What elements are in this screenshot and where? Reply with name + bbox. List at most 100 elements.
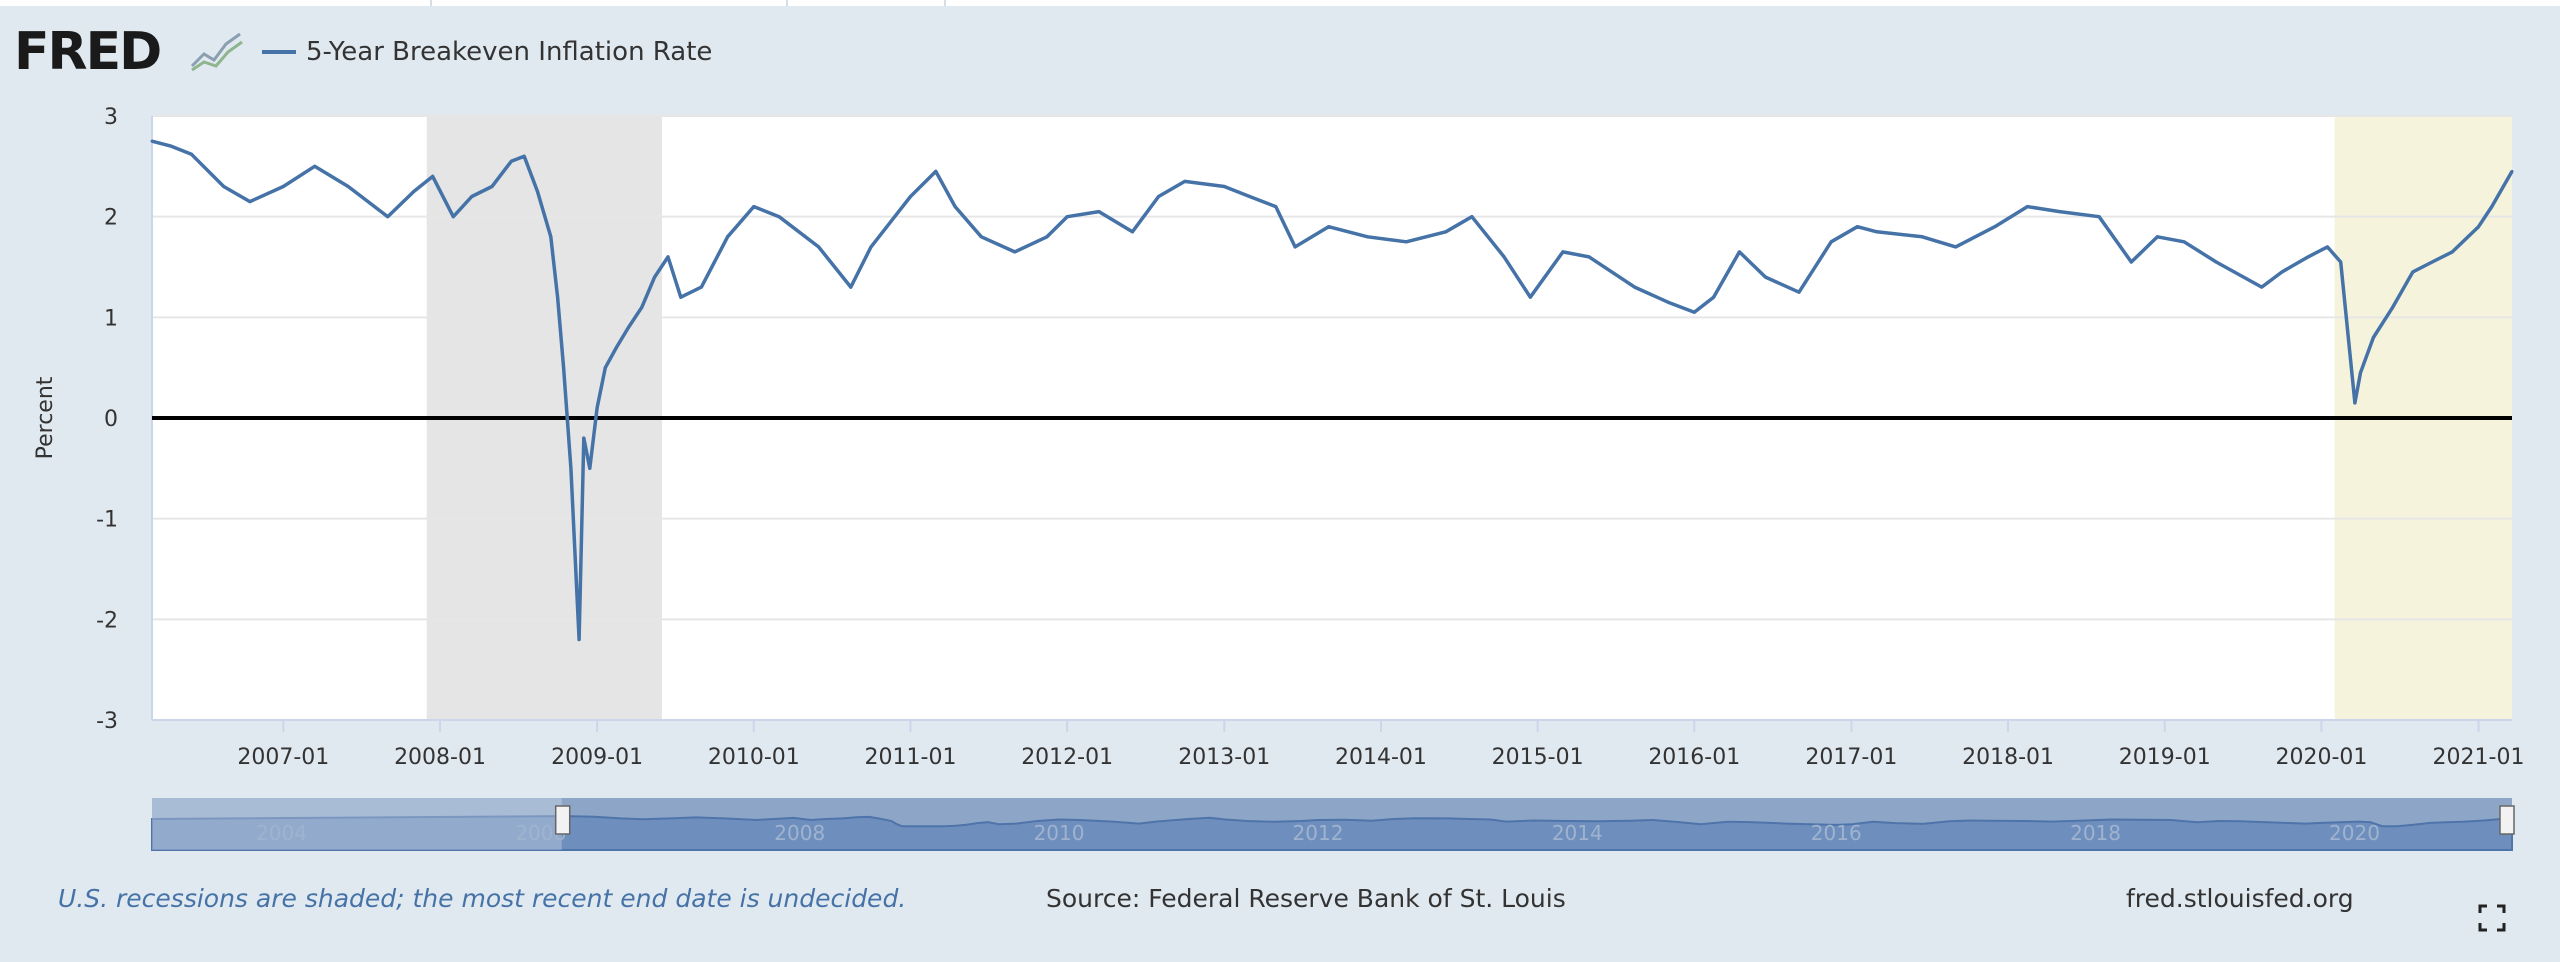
- data-point: [2391, 305, 2395, 309]
- data-point: [1470, 215, 1474, 219]
- data-point: [2306, 255, 2310, 259]
- data-point: [431, 174, 435, 178]
- navigator-mask: [152, 798, 562, 850]
- data-point: [2280, 270, 2284, 274]
- y-tick-label: -3: [96, 709, 118, 734]
- series-line: [151, 139, 2514, 642]
- navigator-tick-label: 2014: [1552, 821, 1603, 845]
- y-axis: 3 2 1 0 -1 -2 -3: [96, 105, 118, 734]
- data-point: [1274, 205, 1278, 209]
- data-point: [1293, 245, 1297, 249]
- data-point: [1561, 250, 1565, 254]
- x-tick-label: 2008-01: [394, 745, 486, 770]
- legend[interactable]: 5-Year Breakeven Inflation Rate: [262, 30, 712, 74]
- data-point: [535, 190, 539, 193]
- site-link[interactable]: fred.stlouisfed.org: [2126, 884, 2354, 913]
- y-tick-label: -1: [96, 508, 118, 533]
- x-tick-label: 2007-01: [237, 745, 329, 770]
- data-point: [2430, 260, 2434, 264]
- data-point: [150, 139, 154, 143]
- data-point: [470, 195, 474, 199]
- data-point: [588, 466, 592, 470]
- x-tick-label: 2021-01: [2433, 745, 2525, 770]
- data-point: [222, 184, 226, 188]
- data-point: [777, 215, 781, 219]
- data-point: [1366, 235, 1370, 239]
- data-point: [1097, 210, 1101, 214]
- data-point: [1920, 235, 1924, 239]
- data-point: [1954, 245, 1958, 249]
- data-point: [640, 305, 644, 309]
- data-point: [2339, 260, 2343, 264]
- x-tick-label: 2018-01: [1962, 745, 2054, 770]
- data-point: [1692, 310, 1696, 314]
- data-point: [979, 235, 983, 239]
- data-point: [189, 152, 193, 156]
- x-tick-label: 2009-01: [551, 745, 643, 770]
- x-tick-label: 2013-01: [1178, 745, 1270, 770]
- data-point: [908, 195, 912, 199]
- data-point: [313, 164, 317, 168]
- navigator[interactable]: 2004 2006 2008 2010 2012 2014 2016 2018 2020: [151, 798, 2515, 851]
- data-point: [752, 205, 756, 209]
- x-tick-label: 2010-01: [708, 745, 800, 770]
- top-strip-divider: [430, 0, 432, 6]
- navigator-handle[interactable]: [2499, 805, 2515, 835]
- x-tick-label: 2011-01: [865, 745, 957, 770]
- data-point: [346, 184, 350, 188]
- navigator-handle[interactable]: [554, 805, 571, 835]
- navigator-tick-label: 2018: [2070, 821, 2121, 845]
- series: [150, 139, 2514, 642]
- x-tick-label: 2020-01: [2275, 745, 2367, 770]
- data-point: [817, 245, 821, 249]
- data-point: [2371, 335, 2375, 339]
- data-point: [699, 285, 703, 289]
- y-tick-label: 2: [104, 206, 118, 231]
- data-point: [2510, 169, 2514, 173]
- data-point: [1444, 230, 1448, 234]
- data-point: [1633, 285, 1637, 289]
- data-point: [1829, 240, 1833, 244]
- data-point: [522, 154, 526, 158]
- data-point: [1045, 235, 1049, 239]
- navigator-tick-label: 2004: [256, 821, 307, 845]
- navigator-tick-label: 2016: [1811, 821, 1862, 845]
- data-point: [1993, 225, 1997, 229]
- data-point: [1327, 225, 1331, 229]
- data-point: [490, 184, 494, 188]
- source-text: Source: Federal Reserve Bank of St. Loui…: [1046, 884, 1566, 913]
- data-point: [1404, 240, 1408, 244]
- y-tick-label: 1: [104, 306, 118, 331]
- data-point: [2353, 401, 2357, 405]
- data-point: [1013, 250, 1017, 254]
- data-point: [1855, 225, 1859, 229]
- data-point: [412, 190, 416, 193]
- data-point: [1528, 295, 1532, 299]
- data-point: [1587, 255, 1591, 259]
- data-point: [603, 366, 607, 370]
- data-point: [2477, 225, 2481, 229]
- data-point: [2358, 371, 2362, 375]
- data-point: [1502, 255, 1506, 259]
- data-point: [2260, 285, 2264, 289]
- recession-note: U.S. recessions are shaded; the most rec…: [58, 884, 907, 913]
- x-axis: 2007-01 2008-01 2009-01 2010-01 2011-01 2012-…: [152, 719, 2525, 770]
- data-point: [2411, 270, 2415, 274]
- x-tick-label: 2014-01: [1335, 745, 1427, 770]
- fullscreen-icon[interactable]: [2478, 904, 2506, 932]
- x-tick-label: 2017-01: [1805, 745, 1897, 770]
- data-point: [248, 200, 252, 204]
- navigator-tick-label: 2010: [1034, 821, 1085, 845]
- data-point: [509, 159, 513, 163]
- data-point: [1737, 250, 1741, 254]
- data-point: [2097, 215, 2101, 219]
- data-point: [569, 466, 573, 470]
- top-strip-divider: [944, 0, 946, 6]
- data-point: [1764, 275, 1768, 279]
- data-point: [1712, 295, 1716, 299]
- top-strip-divider: [786, 0, 788, 6]
- data-point: [1222, 184, 1226, 188]
- data-point: [953, 205, 957, 209]
- fred-logo[interactable]: FRED: [14, 22, 162, 82]
